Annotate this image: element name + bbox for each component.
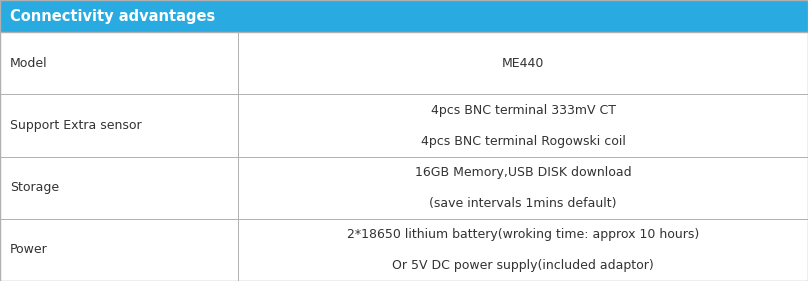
Text: Or 5V DC power supply(included adaptor): Or 5V DC power supply(included adaptor) [393,259,654,272]
Text: Storage: Storage [10,181,59,194]
Text: 4pcs BNC terminal 333mV CT: 4pcs BNC terminal 333mV CT [431,103,616,117]
Text: Power: Power [10,243,48,257]
Text: 16GB Memory,USB DISK download: 16GB Memory,USB DISK download [415,166,632,179]
Text: 4pcs BNC terminal Rogowski coil: 4pcs BNC terminal Rogowski coil [421,135,625,148]
Text: ME440: ME440 [502,57,545,70]
Text: Connectivity advantages: Connectivity advantages [10,9,215,24]
Text: Support Extra sensor: Support Extra sensor [10,119,141,132]
Text: (save intervals 1mins default): (save intervals 1mins default) [429,197,617,210]
Bar [0,0,808,32]
Text: 2*18650 lithium battery(wroking time: approx 10 hours): 2*18650 lithium battery(wroking time: ap… [347,228,699,241]
Text: Model: Model [10,57,48,70]
